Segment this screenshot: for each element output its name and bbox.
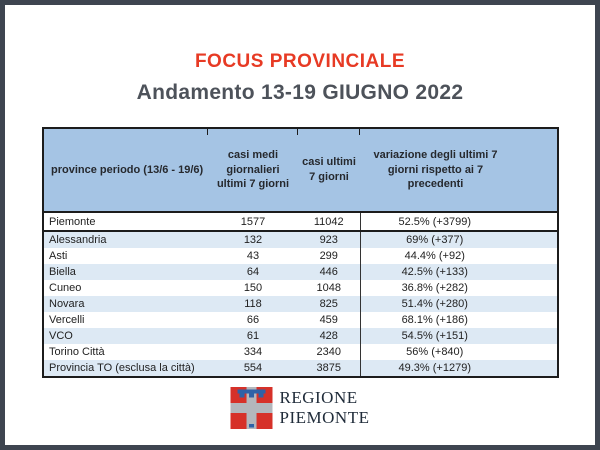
cell-casi-medi: 66 [246,314,260,326]
cell-casi-medi: 1577 [208,212,298,232]
cell-casi-medi: 150 [243,282,263,294]
table-row: Vercelli 66 459 68.1% (+186) [43,312,558,328]
cell-variazione: 49.3% (+1279) [359,360,558,377]
cell-variazione: 56% (+840) [359,344,558,360]
cell-casi-7gg: 459 [319,314,338,326]
cell-casi-medi: 118 [244,298,262,310]
cell-province: Biella [49,266,76,278]
table-row: Asti 43 299 44.4% (+92) [43,248,558,264]
logo-wordmark: REGIONE PIEMONTE [280,388,370,428]
cell-casi-7gg: 923 [319,234,338,246]
piemonte-coat-of-arms-icon [230,387,273,429]
table-header: province periodo (13/6 - 19/6) casi medi… [43,128,558,213]
cell-province: Cuneo [49,282,82,294]
cell-casi-medi: 64 [246,266,260,278]
cell-province: Torino Città [49,346,105,358]
cell-province: Asti [49,250,68,262]
header-province: province periodo (13/6 - 19/6) [43,128,208,213]
cell-variazione: 51.4% (+280) [359,296,558,312]
cell-province: Novara [49,298,85,310]
table-row: Piemonte 1577 11042 52.5% (+3799) [43,212,558,232]
table-body: Piemonte 1577 11042 52.5% (+3799) Alessandri… [43,212,558,377]
cell-variazione: 36.8% (+282) [359,280,558,296]
cell-variazione: 44.4% (+92) [359,248,558,264]
logo-line-piemonte: PIEMONTE [279,408,370,427]
header-casi-medi: casi medi giornalieri ultimi 7 giorni [207,128,298,213]
page-title: FOCUS PROVINCIALE [194,51,406,72]
cell-province: Alessandria [49,234,107,246]
cell-casi-7gg: 2340 [316,346,341,358]
table-header-row: province periodo (13/6 - 19/6) casi medi… [43,128,558,213]
cell-casi-7gg: 3875 [316,362,341,374]
table-row: VCO 61 428 54.5% (+151) [43,328,558,344]
cell-casi-7gg: 446 [319,266,338,278]
logo-line-regione: REGIONE [279,388,358,407]
page-subtitle: Andamento 13-19 GIUGNO 2022 [136,81,464,104]
cell-variazione: 69% (+377) [359,231,558,248]
cell-casi-7gg: 825 [319,298,338,310]
cell-province: VCO [49,330,73,342]
cell-casi-7gg: 11042 [298,212,360,232]
cell-province: Vercelli [49,314,85,326]
slide: FOCUS PROVINCIALE Andamento 13-19 GIUGNO… [5,5,595,445]
table-row: Cuneo 150 1048 36.8% (+282) [43,280,558,296]
cell-variazione: 42.5% (+133) [359,264,558,280]
table-row: Provincia TO (esclusa la città) 554 3875 49… [43,360,558,377]
table-row: Torino Città 334 2340 56% (+840) [43,344,558,360]
header-variazione: variazione degli ultimi 7 giorni rispett… [359,128,558,213]
cell-casi-medi: 334 [243,346,263,358]
cell-casi-7gg: 428 [319,330,338,342]
table-row: Alessandria 132 923 69% (+377) [43,231,558,248]
cell-province: Provincia TO (esclusa la città) [49,362,195,374]
table-row: Biella 64 446 42.5% (+133) [43,264,558,280]
table-row: Novara 118 825 51.4% (+280) [43,296,558,312]
regione-piemonte-logo: REGIONE PIEMONTE [230,387,370,429]
cell-variazione: 54.5% (+151) [359,328,558,344]
cell-variazione: 68.1% (+186) [359,312,558,328]
cell-casi-medi: 61 [246,330,260,342]
cell-casi-medi: 554 [243,362,263,374]
header-casi-ultimi: casi ultimi 7 giorni [297,128,360,213]
cell-casi-7gg: 1048 [316,282,341,294]
province-data-table: province periodo (13/6 - 19/6) casi medi… [42,127,559,378]
cell-casi-medi: 132 [243,234,263,246]
cell-casi-7gg: 299 [319,250,338,262]
cell-casi-medi: 43 [246,250,260,262]
cell-province: Piemonte [43,212,208,232]
cell-variazione: 52.5% (+3799) [359,212,558,232]
